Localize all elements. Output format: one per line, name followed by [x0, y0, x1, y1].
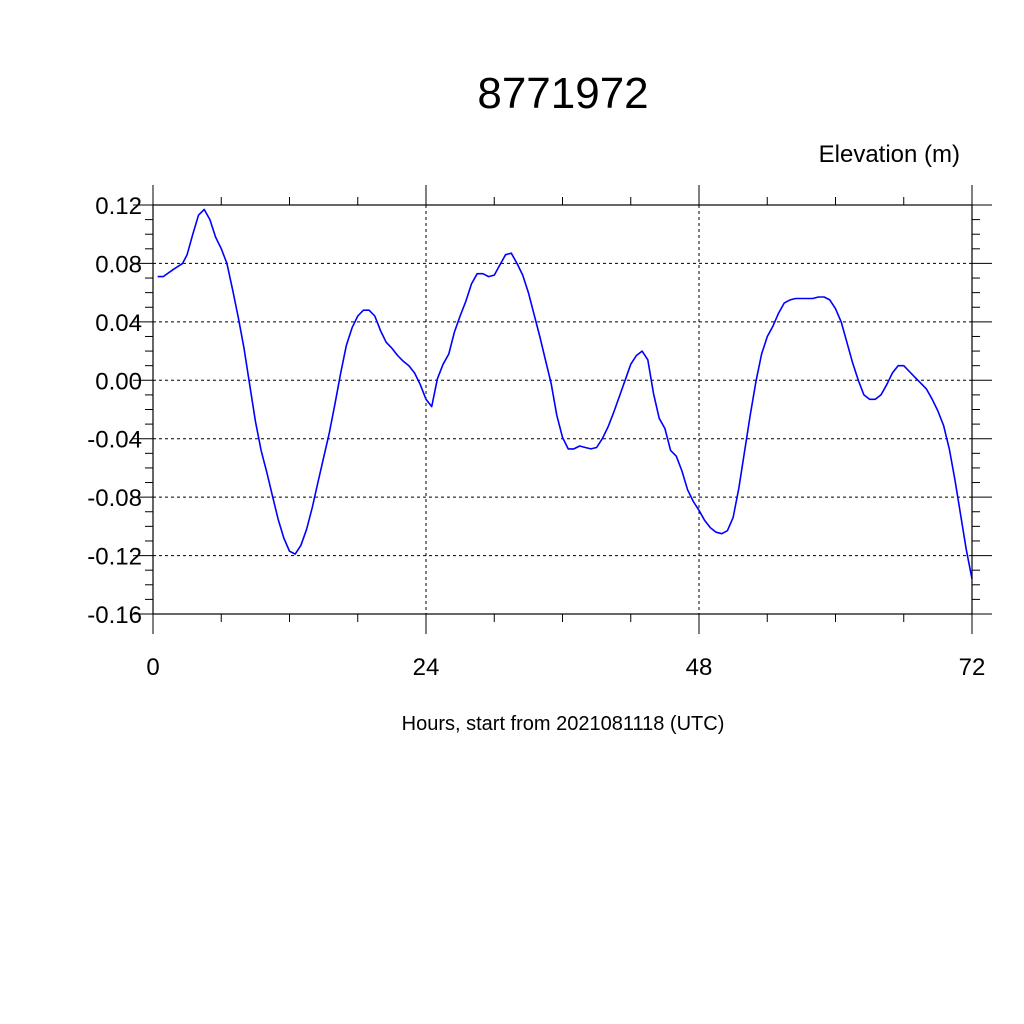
y-tick-label: -0.08 [87, 485, 142, 512]
x-tick-label: 72 [959, 654, 986, 681]
axis-ticks [133, 185, 992, 634]
y-tick-label: 0.00 [95, 368, 142, 395]
chart-title: 8771972 [477, 69, 648, 118]
y-tick-label: 0.12 [95, 193, 142, 220]
x-tick-label: 48 [686, 654, 713, 681]
x-axis-label: Hours, start from 2021081118 (UTC) [402, 713, 725, 735]
plot-frame [152, 204, 973, 615]
y-tick-label: -0.04 [87, 427, 142, 454]
x-tick-label: 0 [146, 654, 159, 681]
x-tick-label: 24 [413, 654, 440, 681]
y-axis-label: Elevation (m) [819, 141, 960, 168]
series-line [157, 208, 973, 580]
y-tick-label: -0.16 [87, 602, 142, 629]
series-layer [157, 208, 973, 580]
tick-labels: 0.12 0.08 0.04 0.00 -0.04 -0.08 -0.12 -0.160 24 4… [87, 193, 985, 681]
y-tick-label: -0.12 [87, 544, 142, 571]
grid-lines [153, 205, 972, 614]
y-tick-label: 0.04 [95, 310, 142, 337]
y-tick-label: 0.08 [95, 251, 142, 278]
